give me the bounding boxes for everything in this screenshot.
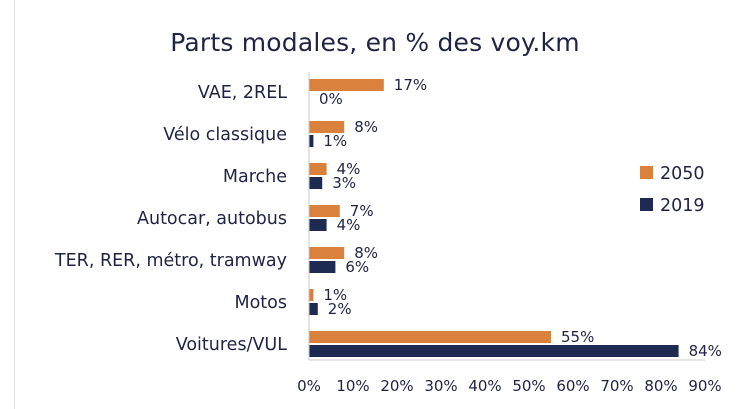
x-tick-label: 30% — [424, 377, 457, 395]
bar-2019 — [309, 261, 336, 273]
category-label: Marche — [223, 167, 287, 187]
data-label-2019: 1% — [323, 132, 347, 150]
category-label: Vélo classique — [163, 125, 287, 145]
data-label-2050: 4% — [337, 160, 361, 178]
data-label-2050: 7% — [350, 202, 374, 220]
bar-2019 — [309, 135, 314, 147]
category-label: VAE, 2REL — [198, 83, 287, 103]
data-label-2050: 55% — [561, 328, 594, 346]
x-tick-label: 10% — [336, 377, 369, 395]
data-label-2050: 17% — [394, 76, 427, 94]
data-label-2019: 3% — [332, 174, 356, 192]
bar-2050 — [309, 205, 340, 217]
x-tick-label: 80% — [644, 377, 677, 395]
legend-swatch-2050 — [640, 166, 653, 179]
bar-2050 — [309, 247, 345, 259]
category-label: Autocar, autobus — [137, 209, 287, 229]
x-tick-label: 90% — [688, 377, 721, 395]
data-label-2050: 8% — [354, 118, 378, 136]
data-label-2019: 0% — [319, 90, 343, 108]
legend-label-2050: 2050 — [660, 164, 705, 184]
category-label: Voitures/VUL — [176, 335, 288, 355]
bar-2050 — [309, 79, 384, 91]
left-frame-line — [0, 0, 15, 409]
x-tick-label: 60% — [556, 377, 589, 395]
bar-2050 — [309, 289, 314, 301]
data-label-2019: 4% — [337, 216, 361, 234]
x-tick-label: 0% — [297, 377, 321, 395]
data-label-2050: 8% — [354, 244, 378, 262]
bar-2050 — [309, 163, 327, 175]
legend-swatch-2019 — [640, 198, 653, 211]
x-tick-label: 20% — [380, 377, 413, 395]
chart-title: Parts modales, en % des voy.km — [170, 28, 580, 57]
x-tick-label: 70% — [600, 377, 633, 395]
bar-2050 — [309, 331, 551, 343]
bar-2019 — [309, 303, 318, 315]
bar-2019 — [309, 345, 679, 357]
data-label-2019: 6% — [345, 258, 369, 276]
x-tick-label: 50% — [512, 377, 545, 395]
legend-label-2019: 2019 — [660, 196, 705, 216]
category-label: TER, RER, métro, tramway — [54, 251, 287, 271]
data-label-2019: 2% — [328, 300, 352, 318]
data-label-2050: 1% — [323, 286, 347, 304]
data-label-2019: 84% — [689, 342, 722, 360]
category-label: Motos — [235, 293, 288, 313]
bar-2019 — [309, 177, 323, 189]
x-tick-label: 40% — [468, 377, 501, 395]
bar-2050 — [309, 121, 345, 133]
bar-2019 — [309, 219, 327, 231]
